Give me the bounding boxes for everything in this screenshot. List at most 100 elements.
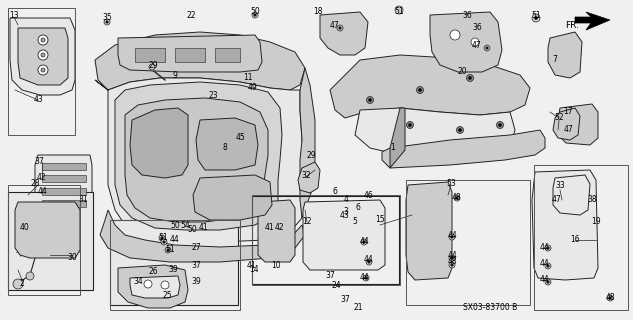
Text: 18: 18 [313,7,323,17]
Bar [110,220,240,310]
Circle shape [417,86,423,93]
Circle shape [534,17,537,20]
Circle shape [499,124,501,126]
Polygon shape [558,104,598,145]
Circle shape [471,38,479,46]
Bar [42,200,86,207]
Text: 44: 44 [359,274,369,283]
Circle shape [38,50,48,60]
Text: 41: 41 [246,260,256,269]
Text: 51: 51 [158,234,168,243]
Text: 38: 38 [587,196,597,204]
Circle shape [545,263,551,269]
Bar [406,180,530,305]
Text: 19: 19 [591,218,601,227]
Text: 17: 17 [563,108,573,116]
Circle shape [451,264,453,266]
Text: 37: 37 [340,295,350,305]
Text: 7: 7 [553,55,558,65]
Circle shape [149,64,155,70]
Circle shape [468,76,472,79]
Text: 51: 51 [531,11,541,20]
Text: 49: 49 [248,84,258,92]
Text: 37: 37 [34,157,44,166]
Circle shape [451,236,453,238]
Text: 28: 28 [30,179,40,188]
Polygon shape [125,98,268,222]
Polygon shape [330,55,530,118]
Polygon shape [320,12,368,55]
Polygon shape [95,32,305,90]
Text: 4: 4 [344,196,348,204]
Circle shape [144,280,152,288]
Polygon shape [18,28,68,85]
Circle shape [106,21,108,23]
Text: 8: 8 [223,143,227,153]
Text: 44: 44 [37,188,47,196]
Text: 6: 6 [356,203,360,212]
Bar [8,192,93,290]
Text: 47: 47 [563,125,573,134]
Circle shape [363,275,369,281]
Text: 41: 41 [198,223,208,233]
Text: 50: 50 [187,226,197,235]
Circle shape [532,14,540,22]
Text: 25: 25 [162,292,172,300]
Circle shape [41,38,45,42]
Polygon shape [118,35,262,72]
Circle shape [339,27,341,29]
Circle shape [609,297,611,299]
Circle shape [365,277,367,279]
Bar [8,185,80,295]
Text: 35: 35 [102,13,112,22]
Polygon shape [575,12,610,30]
Circle shape [367,97,373,103]
Polygon shape [300,68,315,218]
Circle shape [167,249,169,251]
Polygon shape [553,175,590,215]
Text: 48: 48 [447,258,457,267]
Bar [42,163,86,170]
Text: 10: 10 [271,260,281,269]
Text: 20: 20 [457,68,467,76]
Circle shape [547,247,549,249]
Text: 12: 12 [302,218,311,227]
Text: 45: 45 [235,133,245,142]
Text: 36: 36 [462,11,472,20]
Bar [252,196,399,284]
Circle shape [363,241,365,243]
Text: 50: 50 [250,7,260,17]
Circle shape [467,75,473,82]
Circle shape [159,235,165,241]
Circle shape [406,122,413,129]
Circle shape [361,239,367,245]
Text: 6: 6 [332,188,337,196]
Circle shape [454,195,460,201]
Bar [252,195,400,285]
Text: 36: 36 [472,23,482,33]
Text: 16: 16 [570,236,580,244]
Circle shape [545,245,551,251]
Text: 43: 43 [340,211,350,220]
Circle shape [161,281,169,289]
Circle shape [161,239,167,245]
Circle shape [26,272,34,280]
Circle shape [545,279,551,285]
Circle shape [449,262,455,268]
Circle shape [368,261,370,263]
Polygon shape [258,200,295,262]
Text: 44: 44 [364,255,374,265]
Text: 42: 42 [36,173,46,182]
Bar [8,8,75,135]
Circle shape [163,241,165,243]
Bar [175,48,205,62]
Circle shape [165,247,171,253]
Circle shape [161,237,163,239]
Text: 31: 31 [78,196,88,204]
Circle shape [13,279,23,289]
Polygon shape [130,276,180,298]
Polygon shape [225,128,255,160]
Polygon shape [115,82,282,230]
Circle shape [486,47,488,49]
Circle shape [458,129,461,132]
